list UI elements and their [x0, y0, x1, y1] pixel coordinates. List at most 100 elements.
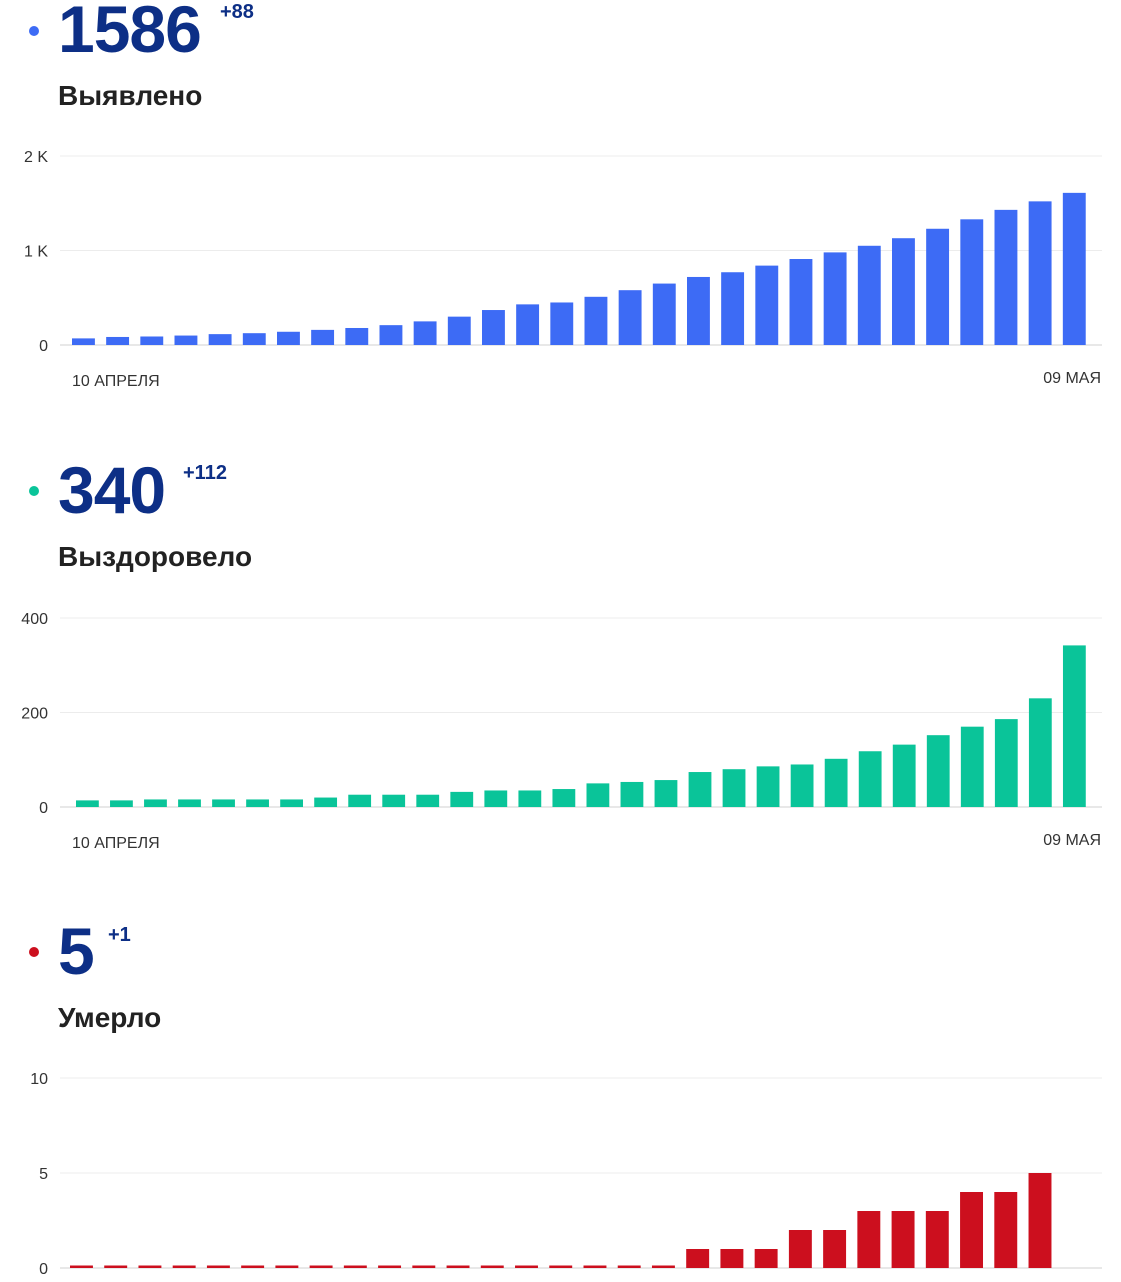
- deaths-bar: [206, 1265, 230, 1268]
- deaths-bar: [891, 1211, 915, 1268]
- detected-x-end-label: 09 МАЯ: [1043, 370, 1101, 387]
- detected-bar: [721, 272, 745, 345]
- deaths-bar: [412, 1265, 436, 1268]
- detected-total: 1586: [58, 0, 202, 66]
- detected-x-start-label: 10 АПРЕЛЯ: [72, 373, 160, 390]
- detected-bar: [277, 331, 300, 345]
- recovered-bar: [994, 719, 1018, 807]
- deaths-chart: 0 5 10: [30, 1071, 1102, 1278]
- series-dot-detected: [29, 26, 39, 36]
- recovered-x-start-label: 10 АПРЕЛЯ: [72, 835, 160, 852]
- recovered-bar: [178, 799, 201, 807]
- deaths-bar: [720, 1249, 744, 1268]
- detected-bar: [140, 336, 164, 345]
- deaths-total: 5: [58, 914, 95, 988]
- detected-bar: [857, 245, 881, 345]
- recovered-bar: [246, 799, 269, 807]
- deaths-label: Умерло: [58, 1002, 162, 1033]
- deaths-bar: [857, 1211, 881, 1268]
- recovered-bar: [110, 800, 133, 807]
- detected-bar: [242, 333, 266, 345]
- detected-bar: [379, 325, 403, 345]
- deaths-bar: [275, 1265, 299, 1268]
- recovered-bar: [1028, 698, 1052, 807]
- deaths-bar: [925, 1211, 949, 1268]
- detected-bar: [618, 290, 642, 345]
- recovered-bar: [280, 799, 304, 807]
- deaths-bar: [343, 1265, 367, 1268]
- detected-bar: [345, 327, 369, 345]
- recovered-total: 340: [58, 453, 166, 527]
- recovered-bar: [858, 751, 882, 807]
- detected-bar: [1062, 192, 1086, 345]
- deaths-bar: [241, 1265, 265, 1268]
- recovered-bar: [790, 764, 814, 807]
- series-dot-recovered: [29, 486, 39, 496]
- detected-bar: [516, 304, 540, 345]
- panel-detected: 1586 +88 Выявлено 0 1 K 2 K 10 АПРЕЛЯ 09 МАЯ: [0, 0, 1121, 400]
- deaths-bar: [960, 1192, 984, 1268]
- recovered-bar: [620, 781, 644, 807]
- deaths-bar: [583, 1265, 607, 1268]
- recovered-bar: [382, 794, 406, 807]
- recovered-bar: [518, 790, 542, 807]
- deaths-bar: [515, 1265, 538, 1268]
- recovered-delta: +112: [183, 462, 227, 484]
- recovered-bar: [552, 789, 576, 807]
- deaths-bar: [686, 1249, 710, 1268]
- detected-ytick-label: 0: [39, 338, 48, 355]
- deaths-bar: [788, 1230, 812, 1268]
- recovered-bar: [722, 769, 746, 807]
- panel-recovered: 340 +112 Выздоровело 0 200 400 10 АПРЕЛЯ 09 …: [21, 453, 1102, 852]
- deaths-ytick-label: 5: [39, 1166, 48, 1183]
- detected-bar: [584, 296, 608, 345]
- recovered-bar: [76, 800, 99, 807]
- detected-ytick-label: 2 K: [24, 149, 48, 166]
- detected-bar: [208, 334, 232, 345]
- detected-delta: +88: [220, 1, 254, 23]
- detected-bar: [926, 228, 950, 345]
- detected-bar: [789, 259, 813, 345]
- recovered-chart: 0 200 400 10 АПРЕЛЯ 09 МАЯ: [21, 611, 1102, 852]
- recovered-bar: [1062, 645, 1086, 807]
- detected-bar: [106, 336, 130, 345]
- detected-bar: [550, 302, 574, 345]
- deaths-bar: [823, 1230, 847, 1268]
- deaths-bar: [651, 1265, 675, 1268]
- recovered-bar: [484, 790, 508, 807]
- deaths-bar: [446, 1265, 470, 1268]
- deaths-bar: [1028, 1173, 1052, 1268]
- deaths-bar: [70, 1265, 93, 1268]
- detected-bar: [823, 252, 847, 345]
- recovered-bar: [756, 766, 780, 807]
- recovered-x-end-label: 09 МАЯ: [1043, 832, 1101, 849]
- deaths-delta: +1: [108, 924, 131, 946]
- recovered-bar: [688, 772, 712, 807]
- recovered-bar: [926, 735, 950, 807]
- recovered-bar: [144, 799, 167, 807]
- recovered-ytick-label: 0: [39, 800, 48, 817]
- recovered-bar: [960, 726, 984, 807]
- detected-bar: [687, 276, 710, 345]
- recovered-ytick-label: 200: [21, 706, 48, 723]
- deaths-bar: [309, 1265, 333, 1268]
- detected-bar: [311, 329, 335, 345]
- detected-ytick-label: 1 K: [24, 244, 48, 261]
- detected-bar: [994, 209, 1018, 345]
- detected-label: Выявлено: [58, 80, 203, 111]
- recovered-bar: [212, 799, 235, 807]
- recovered-bar: [892, 744, 916, 807]
- deaths-bar: [378, 1265, 402, 1268]
- detected-bar: [1028, 201, 1052, 345]
- detected-bar: [960, 219, 984, 345]
- deaths-bar: [549, 1265, 573, 1268]
- deaths-ytick-label: 10: [30, 1071, 48, 1088]
- recovered-ytick-label: 400: [21, 611, 48, 628]
- deaths-ytick-label: 0: [39, 1261, 48, 1278]
- detected-bar: [174, 335, 198, 345]
- detected-bar: [447, 316, 471, 345]
- detected-bar: [72, 338, 95, 345]
- recovered-bar: [416, 794, 440, 807]
- detected-chart: 0 1 K 2 K 10 АПРЕЛЯ 09 МАЯ: [24, 149, 1102, 390]
